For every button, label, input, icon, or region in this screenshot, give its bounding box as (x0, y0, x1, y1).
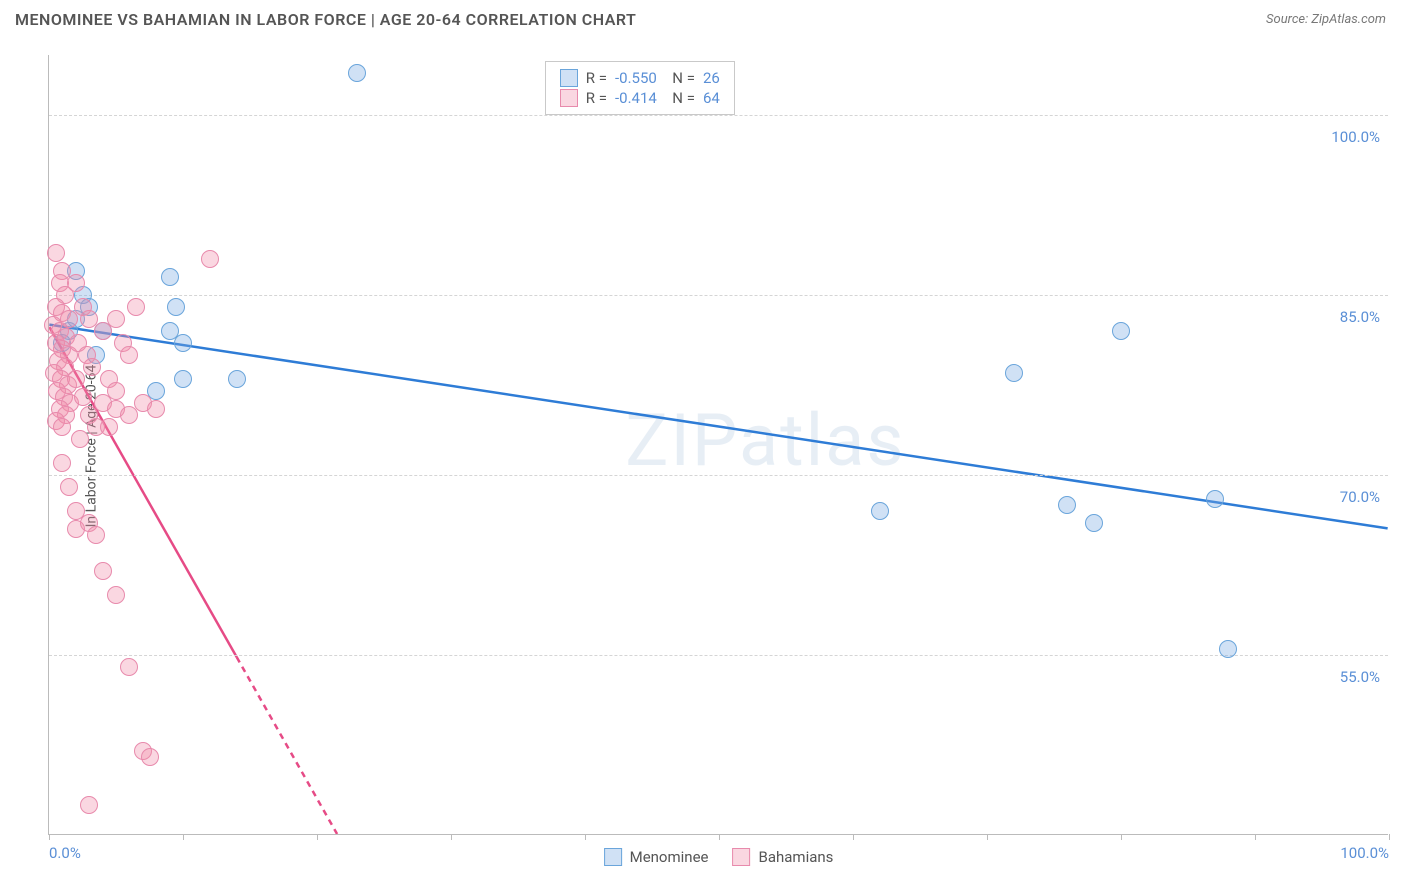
data-point (100, 418, 118, 436)
x-tick (719, 834, 720, 840)
stat-n-label: N = (665, 89, 695, 107)
stat-r-value: -0.550 (615, 69, 657, 87)
source-attribution: Source: ZipAtlas.com (1266, 12, 1386, 27)
data-point (53, 454, 71, 472)
data-point (107, 310, 125, 328)
x-tick (451, 834, 452, 840)
data-point (74, 388, 92, 406)
data-point (67, 370, 85, 388)
stat-r-label: R = (586, 89, 607, 107)
legend-swatch (732, 848, 750, 866)
data-point (80, 796, 98, 814)
trend-lines-layer (49, 55, 1388, 834)
data-point (161, 268, 179, 286)
gridline (49, 295, 1388, 296)
x-tick (1121, 834, 1122, 840)
x-tick (1255, 834, 1256, 840)
y-tick-label: 55.0% (1340, 668, 1380, 686)
data-point (107, 382, 125, 400)
stat-row: R = -0.414 N = 64 (560, 88, 720, 108)
data-point (120, 346, 138, 364)
data-point (161, 322, 179, 340)
scatter-chart: ZIPatlas R = -0.550 N = 26R = -0.414 N =… (48, 55, 1388, 835)
x-tick (49, 834, 50, 840)
legend-item: Bahamians (732, 848, 833, 866)
x-tick (1389, 834, 1390, 840)
x-tick (853, 834, 854, 840)
data-point (47, 244, 65, 262)
data-point (871, 502, 889, 520)
data-point (1112, 322, 1130, 340)
data-point (53, 418, 71, 436)
stat-r-value: -0.414 (615, 89, 657, 107)
series-legend: Menominee Bahamians (604, 848, 834, 866)
y-tick-label: 85.0% (1340, 308, 1380, 326)
x-tick (317, 834, 318, 840)
stat-row: R = -0.550 N = 26 (560, 68, 720, 88)
stat-n-value: 26 (703, 69, 720, 87)
data-point (83, 358, 101, 376)
stat-n-label: N = (665, 69, 695, 87)
data-point (1219, 640, 1237, 658)
data-point (94, 562, 112, 580)
x-tick (183, 834, 184, 840)
y-tick-label: 100.0% (1331, 128, 1380, 146)
data-point (67, 274, 85, 292)
x-tick-label: 100.0% (1340, 844, 1389, 862)
data-point (71, 430, 89, 448)
data-point (147, 400, 165, 418)
data-point (201, 250, 219, 268)
data-point (167, 298, 185, 316)
gridline (49, 475, 1388, 476)
data-point (120, 658, 138, 676)
correlation-stats-box: R = -0.550 N = 26R = -0.414 N = 64 (545, 61, 735, 115)
legend-label: Menominee (630, 848, 709, 866)
data-point (60, 478, 78, 496)
gridline (49, 655, 1388, 656)
data-point (174, 370, 192, 388)
y-tick-label: 70.0% (1340, 488, 1380, 506)
stat-swatch (560, 89, 578, 107)
stat-r-label: R = (586, 69, 607, 87)
data-point (1005, 364, 1023, 382)
legend-label: Bahamians (758, 848, 833, 866)
chart-title: MENOMINEE VS BAHAMIAN IN LABOR FORCE | A… (15, 10, 636, 29)
data-point (1058, 496, 1076, 514)
legend-item: Menominee (604, 848, 709, 866)
data-point (127, 298, 145, 316)
x-tick-label: 0.0% (49, 844, 81, 862)
stat-n-value: 64 (703, 89, 720, 107)
legend-swatch (604, 848, 622, 866)
x-tick (585, 834, 586, 840)
data-point (1206, 490, 1224, 508)
stat-swatch (560, 69, 578, 87)
data-point (141, 748, 159, 766)
gridline (49, 115, 1388, 116)
data-point (107, 586, 125, 604)
data-point (348, 64, 366, 82)
data-point (174, 334, 192, 352)
watermark: ZIPatlas (625, 398, 905, 483)
data-point (228, 370, 246, 388)
data-point (87, 526, 105, 544)
x-tick (987, 834, 988, 840)
data-point (1085, 514, 1103, 532)
